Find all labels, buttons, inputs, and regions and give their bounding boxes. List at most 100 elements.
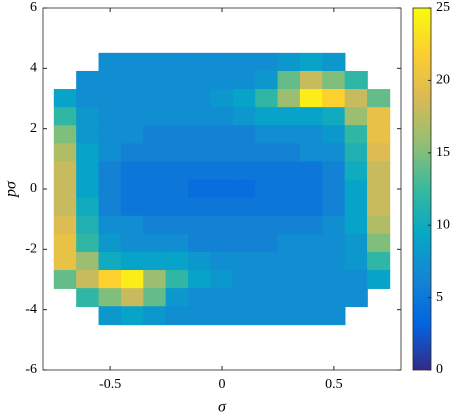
heatmap-cell	[143, 251, 167, 271]
heatmap-cell	[143, 197, 167, 217]
heatmap-cell	[165, 251, 189, 271]
heatmap-cell	[143, 233, 167, 253]
heatmap-cell	[255, 251, 279, 271]
heatmap-cell	[165, 143, 189, 163]
heatmap-cell	[98, 52, 122, 72]
heatmap-cell	[322, 70, 346, 90]
heatmap-cell	[322, 215, 346, 235]
heatmap-cell	[53, 161, 77, 181]
heatmap-cell	[53, 107, 77, 127]
heatmap-cell	[98, 89, 122, 108]
heatmap-cell	[188, 89, 212, 108]
heatmap-cell	[76, 288, 100, 308]
heatmap-cell	[210, 70, 234, 90]
heatmap-cell	[188, 179, 212, 199]
heatmap-cell	[120, 197, 145, 217]
heatmap-cell	[299, 270, 324, 289]
heatmap-cell	[255, 70, 279, 90]
heatmap-cell	[98, 143, 122, 163]
colorbar-tick-label: 25	[436, 0, 450, 15]
heatmap-cell	[322, 52, 346, 72]
heatmap-cell	[165, 288, 189, 308]
heatmap-cell	[210, 89, 234, 108]
heatmap-cell	[299, 306, 324, 326]
y-tick-label: 0	[30, 181, 37, 196]
heatmap-cell	[120, 52, 145, 72]
heatmap-cell	[165, 89, 189, 108]
heatmap-cell	[188, 215, 212, 235]
heatmap-cell	[120, 179, 145, 199]
heatmap-cell	[76, 107, 100, 127]
heatmap-cell	[367, 251, 391, 271]
heatmap-cells	[53, 52, 391, 326]
colorbar-tick-label: 10	[436, 217, 450, 232]
heatmap-cell	[143, 270, 167, 289]
heatmap-cell	[299, 197, 324, 217]
heatmap-cell	[344, 270, 368, 289]
heatmap-cell	[120, 161, 145, 181]
heatmap-cell	[344, 107, 368, 127]
heatmap-cell	[143, 89, 167, 108]
x-tick-label: 0	[219, 377, 226, 392]
heatmap-cell	[344, 251, 368, 271]
heatmap-cell	[210, 288, 234, 308]
heatmap-cell	[165, 179, 189, 199]
heatmap-cell	[188, 52, 212, 72]
heatmap-cell	[299, 179, 324, 199]
heatmap-cell	[76, 161, 100, 181]
heatmap-cell	[299, 288, 324, 308]
heatmap-cell	[232, 107, 256, 127]
heatmap-cell	[255, 306, 279, 326]
heatmap-cell	[344, 89, 368, 108]
heatmap-cell	[255, 89, 279, 108]
heatmap-cell	[232, 233, 256, 253]
heatmap-cell	[255, 270, 279, 289]
heatmap-cell	[367, 107, 391, 127]
heatmap-cell	[232, 270, 256, 289]
heatmap-cell	[344, 179, 368, 199]
heatmap-cell	[143, 179, 167, 199]
heatmap-cell	[232, 215, 256, 235]
heatmap-cell	[299, 233, 324, 253]
heatmap-cell	[98, 233, 122, 253]
heatmap-cell	[188, 161, 212, 181]
heatmap-cell	[255, 125, 279, 145]
heatmap-cell	[232, 89, 256, 108]
heatmap-cell	[143, 107, 167, 127]
heatmap-cell	[53, 215, 77, 235]
heatmap-cell	[322, 197, 346, 217]
heatmap-cell	[120, 125, 145, 145]
heatmap-cell	[210, 233, 234, 253]
heatmap-cell	[143, 215, 167, 235]
heatmap-cell	[165, 270, 189, 289]
heatmap-cell	[367, 143, 391, 163]
heatmap-cell	[143, 52, 167, 72]
heatmap-cell	[255, 197, 279, 217]
heatmap-cell	[120, 70, 145, 90]
heatmap-cell	[188, 288, 212, 308]
heatmap-cell	[98, 197, 122, 217]
heatmap-cell	[322, 125, 346, 145]
heatmap-cell	[210, 215, 234, 235]
y-tick-label: 4	[30, 61, 37, 76]
heatmap-cell	[120, 89, 145, 108]
heatmap-cell	[367, 125, 391, 145]
y-tick-label: -2	[25, 242, 37, 257]
colorbar-tick-label: 0	[436, 362, 443, 377]
heatmap-cell	[210, 161, 234, 181]
heatmap-cell	[255, 233, 279, 253]
heatmap-cell	[299, 161, 324, 181]
heatmap-cell	[344, 161, 368, 181]
heatmap-cell	[165, 52, 189, 72]
heatmap-cell	[210, 107, 234, 127]
heatmap-cell	[98, 270, 122, 289]
y-tick-label: -6	[25, 362, 37, 377]
heatmap-cell	[277, 143, 301, 163]
heatmap-cell	[322, 107, 346, 127]
heatmap-cell	[277, 270, 301, 289]
heatmap-cell	[344, 143, 368, 163]
heatmap-cell	[210, 143, 234, 163]
heatmap-cell	[53, 125, 77, 145]
heatmap-cell	[299, 107, 324, 127]
